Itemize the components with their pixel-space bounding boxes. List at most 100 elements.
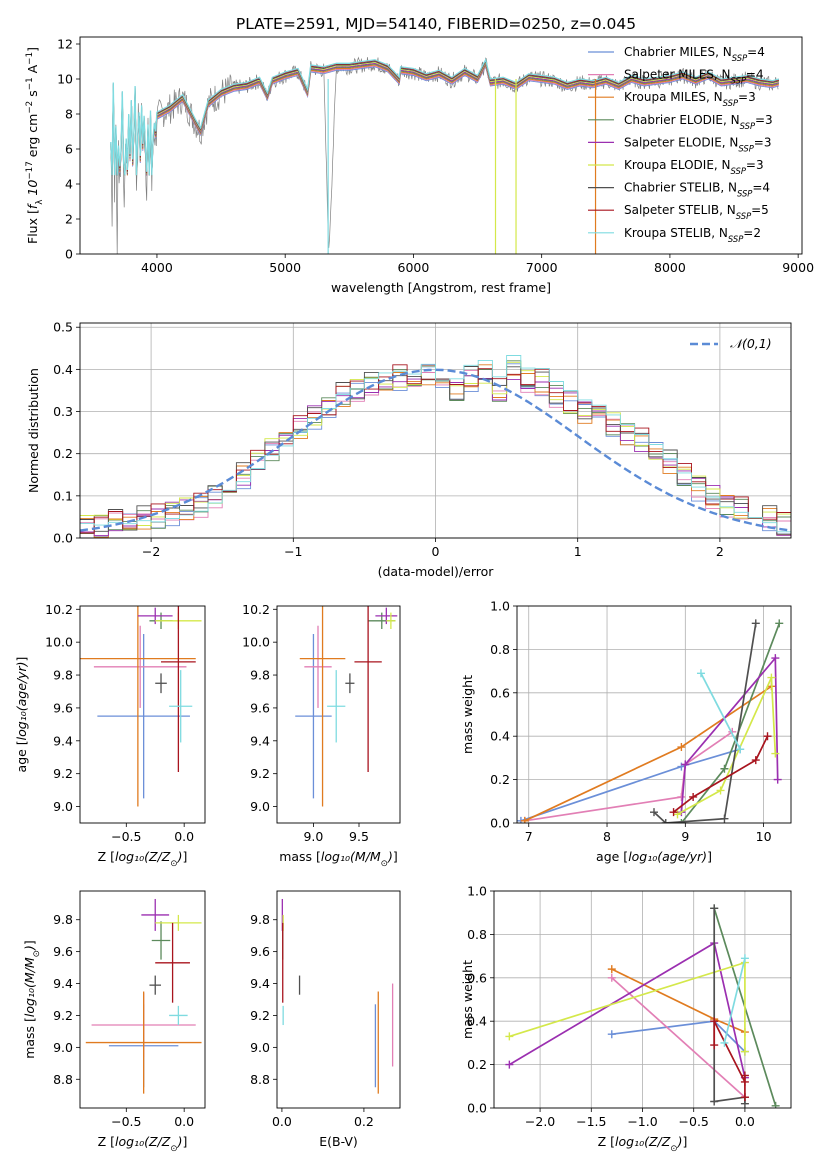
label-part: log₁₀(M/M: [321, 849, 381, 864]
z_vs_massweight-panel: −2.0 −1.5 −1.0 −0.5 0.0 0.0 0.2 0.4 0.6 0.8 1.0 Z […: [460, 884, 792, 1154]
legend-label: Kroupa MILES, NSSP=3: [624, 90, 756, 108]
y-axis-label: mass weight: [460, 960, 475, 1039]
ebv_vs_mass-plot-area: [281, 898, 394, 1094]
x-tick-label: −2.0: [525, 1114, 555, 1129]
y-tick-label: 8: [65, 107, 73, 122]
x-tick-label: 5000: [269, 260, 301, 275]
y-tick-label: 9.0: [250, 799, 270, 814]
axes-frame: [79, 605, 206, 824]
weight-marker: [775, 619, 784, 628]
weight-marker: [751, 756, 760, 765]
figure-title: PLATE=2591, MJD=54140, FIBERID=0250, z=0…: [236, 15, 636, 33]
x-tick-label: −1: [284, 544, 302, 559]
y-tick-label: 0.2: [467, 1057, 487, 1072]
weight-line-6: [653, 623, 757, 823]
label-part: ]: [22, 940, 37, 945]
y-axis-label: Normed distribution: [26, 368, 41, 493]
weight-marker: [710, 904, 719, 913]
label-part: SSP: [723, 98, 739, 108]
weight-marker: [773, 775, 782, 784]
label-part: λ: [35, 200, 45, 205]
label-part: Z [: [98, 1134, 115, 1149]
label-part: ]: [25, 47, 40, 52]
label-part: −2: [25, 101, 35, 114]
y-tick-label: 0.6: [490, 685, 510, 700]
y-tick-label: 9.6: [250, 944, 270, 959]
axes-frame: [79, 890, 206, 1109]
weight-marker: [689, 792, 698, 801]
mass_vs_age-panel: 9.0 9.5 9.0 9.2 9.4 9.6 9.8 10.0 10.2 mass [log₁₀…: [242, 602, 401, 869]
x-tick-label: 7000: [526, 260, 558, 275]
label-part: =2: [743, 226, 761, 240]
y-tick-label: 1.0: [467, 884, 487, 899]
hist-step-2: [80, 364, 791, 538]
x-axis-label: mass [log₁₀(M/M⊙)]: [279, 849, 398, 869]
weight-marker: [607, 965, 616, 974]
x-axis-label: E(B-V): [319, 1134, 358, 1149]
y-tick-label: 0.6: [467, 970, 487, 985]
label-part: Salpeter MILES, N: [624, 68, 731, 82]
y-tick-label: 0.1: [53, 488, 73, 503]
panels: 4000 5000 6000 7000 8000 9000024681012wavelen…: [14, 37, 814, 1155]
weight-marker: [720, 764, 729, 773]
label-part: ]: [683, 1134, 688, 1149]
label-part: log₁₀(Z/Z: [615, 1134, 671, 1149]
x-tick-label: −2: [142, 544, 160, 559]
y-tick-label: 10.0: [45, 635, 73, 650]
label-part: SSP: [738, 143, 754, 153]
x-tick-label: −0.5: [111, 829, 141, 844]
weight-marker: [720, 814, 729, 823]
label-part: Normed distribution: [26, 368, 41, 493]
weight-marker: [505, 1032, 514, 1041]
spectrum-plot-area: [110, 56, 780, 254]
label-part: Z [: [98, 849, 115, 864]
y-tick-label: 0.4: [467, 1014, 487, 1029]
label-part: s: [25, 90, 40, 101]
x-tick-label: −1.5: [576, 1114, 606, 1129]
x-tick-label: 9.0: [303, 829, 323, 844]
weight-marker: [710, 1097, 719, 1106]
legend-label: Salpeter ELODIE, NSSP=3: [624, 135, 772, 153]
weight-marker: [669, 808, 678, 817]
x-tick-label: −1.0: [627, 1114, 657, 1129]
legend-label: Salpeter MILES, NSSP=4: [624, 68, 764, 86]
weight-line-3: [680, 623, 781, 823]
y-tick-label: 2: [65, 212, 73, 227]
label-part: SSP: [740, 121, 756, 131]
label-part: Salpeter ELODIE, N: [624, 135, 738, 149]
label-part: ): [22, 945, 37, 951]
y-tick-label: 12: [57, 37, 73, 52]
weight-marker: [677, 792, 686, 801]
y-tick-label: 0.4: [53, 362, 73, 377]
y-tick-label: 10.0: [242, 635, 270, 650]
label-part: Salpeter STELIB, N: [624, 203, 736, 217]
x-tick-label: 0.0: [174, 829, 194, 844]
x-tick-label: 0.0: [735, 1114, 755, 1129]
x-tick-label: 10: [756, 829, 772, 844]
weight-marker: [520, 816, 529, 823]
y-tick-label: 0.8: [490, 642, 510, 657]
y-tick-label: 9.2: [53, 1008, 73, 1023]
label-part: erg cm: [25, 114, 40, 162]
weight-marker: [716, 786, 725, 795]
x-axis-label: Z [log₁₀(Z/Z⊙)]: [598, 1134, 688, 1154]
label-part: ⊙: [170, 1144, 177, 1154]
y-tick-label: 9.4: [53, 976, 73, 991]
axes-frame: [276, 890, 401, 1109]
z_vs_age-plot-area: [80, 606, 202, 807]
weight-marker: [650, 808, 658, 817]
label-part: ]: [707, 849, 712, 864]
y-tick-label: 0.3: [53, 404, 73, 419]
y-tick-label: 9.6: [250, 700, 270, 715]
axes-frame: [516, 605, 792, 824]
x-axis-label: wavelength [Angstrom, rest frame]: [331, 280, 551, 295]
x-tick-label: 4000: [141, 260, 173, 275]
weight-marker: [681, 760, 690, 769]
age_vs_massweight-panel: 7 8 9 10 0.0 0.2 0.4 0.6 0.8 1.0 age [log₁₀(age/yr…: [460, 599, 792, 864]
x-tick-label: 6000: [398, 260, 430, 275]
label-part: ⊙: [670, 1144, 677, 1154]
y-tick-label: 8.8: [53, 1072, 73, 1087]
label-part: Kroupa MILES, N: [624, 90, 723, 104]
y-tick-label: 0: [65, 247, 73, 262]
legend-label: Chabrier STELIB, NSSP=4: [624, 181, 770, 199]
